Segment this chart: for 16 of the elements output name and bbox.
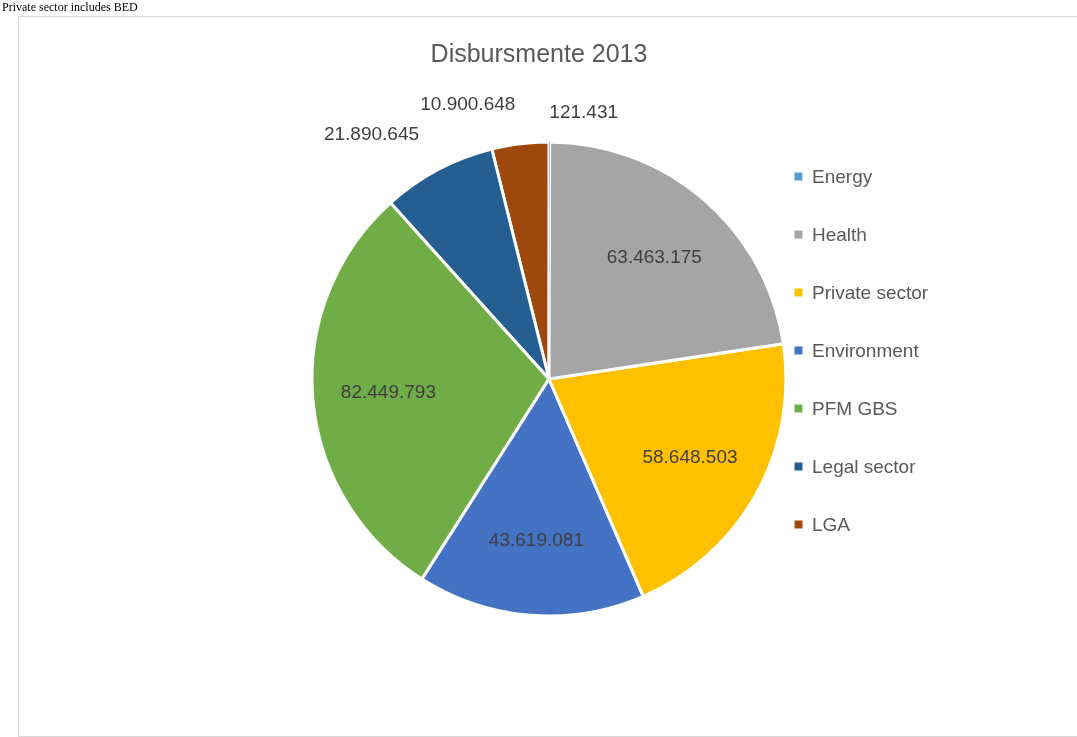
data-label: 63.463.175 (606, 245, 702, 267)
legend-label: Health (812, 223, 867, 245)
legend-label: Environment (812, 339, 920, 361)
legend-label: Energy (812, 165, 873, 187)
chart-title: Disbursmente 2013 (430, 39, 648, 67)
data-label: 21.890.645 (323, 123, 420, 145)
data-label: 10.900.648 (420, 93, 516, 115)
legend-label: Private sector (812, 281, 929, 303)
legend-label: PFM GBS (812, 397, 898, 419)
data-label: 121.431 (549, 101, 619, 122)
text: Private sector includes BED (1, 0, 139, 14)
legend-label: LGA (812, 513, 851, 535)
data-label: 58.648.503 (642, 446, 738, 468)
data-label: 82.449.793 (340, 381, 436, 403)
legend-label: Legal sector (812, 455, 917, 477)
data-label: 43.619.081 (488, 528, 584, 550)
